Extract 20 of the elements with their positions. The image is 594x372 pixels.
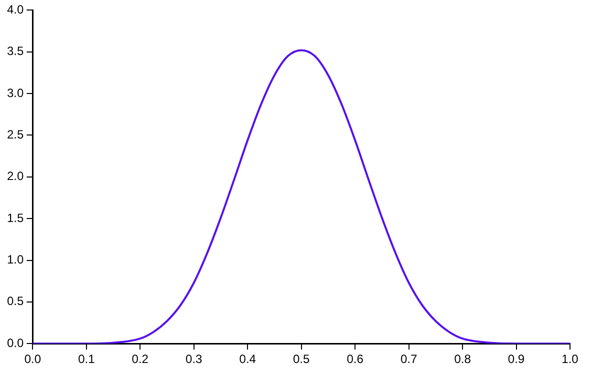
- x-tick-label: 0.6: [346, 352, 364, 366]
- y-tick-label: 0.0: [6, 336, 24, 350]
- x-tick-label: 1.0: [562, 352, 579, 366]
- y-tick-label: 1.5: [6, 210, 24, 225]
- y-tick-label: 3.0: [6, 86, 24, 100]
- y-tick-label: 2.5: [6, 128, 24, 142]
- x-tick-label: 0.7: [400, 352, 418, 366]
- x-tick-label: 0.4: [239, 352, 256, 366]
- x-tick-label: 0.3: [186, 352, 203, 366]
- x-tick-label: 0.1: [78, 352, 96, 366]
- y-tick-label: 4.0: [6, 2, 24, 17]
- x-tick-label: 0.9: [508, 352, 525, 366]
- x-tick-label: 0.0: [24, 352, 42, 366]
- x-tick-label: 0.5: [292, 352, 310, 366]
- y-tick-label: 3.5: [6, 44, 24, 58]
- x-tick-label: 0.2: [132, 352, 149, 366]
- y-tick-label: 1.0: [6, 252, 24, 267]
- y-tick-label: 2.0: [6, 169, 24, 184]
- x-tick-label: 0.8: [454, 352, 472, 366]
- y-tick-label: 0.5: [6, 294, 24, 308]
